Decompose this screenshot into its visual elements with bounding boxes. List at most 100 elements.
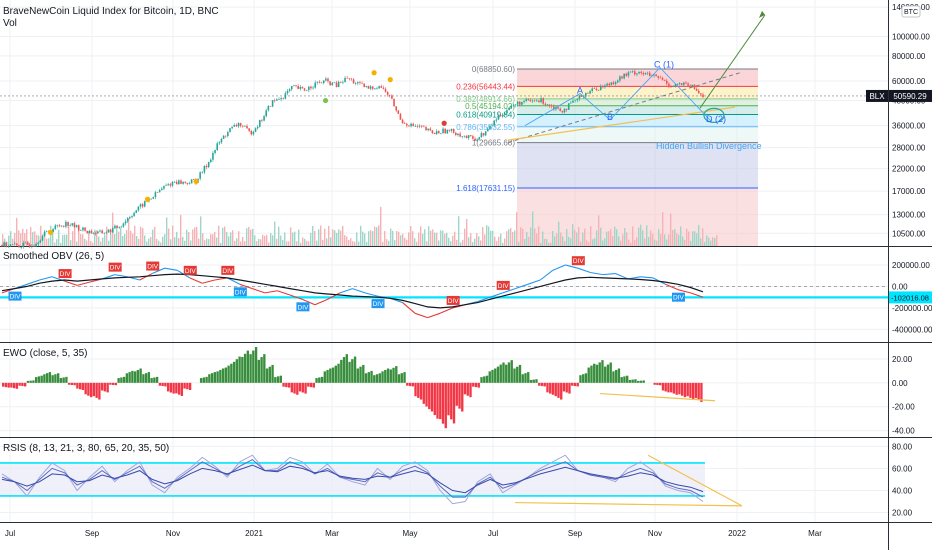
volume-bar xyxy=(36,234,38,246)
candle-body xyxy=(612,82,615,84)
volume-bar xyxy=(212,234,214,246)
ewo-bar xyxy=(433,382,436,416)
candle-body xyxy=(565,108,568,110)
candle-body xyxy=(504,113,506,115)
volume-bar xyxy=(302,237,304,246)
candle-body xyxy=(67,221,69,226)
ewo-bar xyxy=(29,380,32,383)
obv-fast-segment xyxy=(615,273,629,280)
fib-label-7: 1.618(17631.15) xyxy=(456,184,515,193)
candle-body xyxy=(308,86,310,91)
volume-bar xyxy=(98,236,100,246)
volume-bar xyxy=(332,229,334,246)
ewo-bar xyxy=(2,382,5,387)
ewo-bar xyxy=(164,382,167,387)
ewo-bar xyxy=(642,380,645,383)
volume-bar xyxy=(580,241,582,246)
ewo-bar xyxy=(450,382,453,420)
ewo-bar xyxy=(70,382,74,385)
candle-body xyxy=(190,179,193,184)
main-chart-title: BraveNewCoin Liquid Index for Bitcoin, 1… xyxy=(3,6,219,17)
main-y-tick-10: 10500.00 xyxy=(892,229,926,238)
volume-bar xyxy=(620,240,622,246)
ewo-bar xyxy=(43,374,46,383)
fib-label-3: 0.5(45194.02) xyxy=(465,102,515,111)
volume-bar xyxy=(702,228,704,246)
volume-bar xyxy=(108,240,110,246)
fib-label-2: 0.382(48914.66) xyxy=(456,95,515,104)
candle-body xyxy=(310,86,312,89)
candle-body xyxy=(158,190,161,193)
candle-body xyxy=(655,74,657,76)
ewo-bar xyxy=(161,382,164,387)
obv-fast-segment xyxy=(252,288,266,294)
volume-bar xyxy=(116,226,118,246)
obv-fast-segment xyxy=(202,279,215,284)
volume-bar xyxy=(54,242,56,246)
volume-bar xyxy=(122,235,124,246)
volume-bar xyxy=(180,215,182,246)
ewo-bar xyxy=(235,359,239,383)
candle-body xyxy=(493,120,495,126)
candle-body xyxy=(702,94,704,98)
candle-body xyxy=(180,180,182,184)
obv-fast-segment xyxy=(164,267,178,271)
candle-body xyxy=(380,86,383,88)
candle-body xyxy=(555,107,557,110)
ewo-bar xyxy=(518,364,522,383)
ewo-bar xyxy=(386,368,390,383)
volume-bar xyxy=(700,238,702,246)
ewo-bar xyxy=(593,363,596,383)
currency-badge: BTC xyxy=(904,9,918,16)
candle-body xyxy=(54,225,57,229)
volume-bar xyxy=(186,229,188,246)
candle-body xyxy=(86,230,89,233)
fib-zone-1 xyxy=(517,86,758,99)
ewo-bar xyxy=(494,368,497,383)
candle-body xyxy=(367,85,370,89)
candle-body xyxy=(192,179,195,180)
volume-bar xyxy=(660,233,662,246)
volume-bar xyxy=(568,236,570,246)
volume-bar xyxy=(614,226,616,246)
ewo-bar xyxy=(155,376,159,383)
candle-body xyxy=(37,242,40,244)
candle-body xyxy=(570,102,572,104)
div-marker-bg xyxy=(108,262,122,272)
volume-bar xyxy=(34,231,36,246)
candle-body xyxy=(331,82,334,86)
volume-bar xyxy=(480,240,482,246)
volume-bar xyxy=(496,241,498,246)
ewo-bar xyxy=(263,354,266,383)
candle-body xyxy=(623,73,625,79)
volume-bar xyxy=(136,235,138,246)
volume-bar xyxy=(546,239,548,246)
candle-body xyxy=(676,84,679,85)
candle-body xyxy=(173,181,176,183)
candle-body xyxy=(646,72,649,74)
volume-bar xyxy=(436,232,438,246)
candle-body xyxy=(393,98,395,107)
rsi-series-line-2 xyxy=(1,464,704,494)
volume-bar xyxy=(522,228,524,246)
divergence-highlight xyxy=(703,107,725,123)
ewo-bar xyxy=(48,372,52,383)
ewo-bar xyxy=(408,382,412,387)
candle-body xyxy=(354,83,357,84)
volume-bar xyxy=(10,231,12,246)
obv-fast-segment xyxy=(64,280,78,286)
candle-body xyxy=(290,86,293,90)
ewo-bar xyxy=(103,382,107,392)
candle-body xyxy=(52,228,54,233)
volume-bar xyxy=(140,226,142,246)
ewo-bar xyxy=(252,350,255,383)
projection-arrow-line xyxy=(699,14,766,109)
candle-body xyxy=(518,101,521,105)
obv-y-tick-3: -400000.00 xyxy=(892,325,932,334)
volume-bar xyxy=(622,234,624,246)
ewo-bar xyxy=(466,382,469,396)
last-price-bg xyxy=(889,89,932,102)
candle-body xyxy=(184,181,187,183)
